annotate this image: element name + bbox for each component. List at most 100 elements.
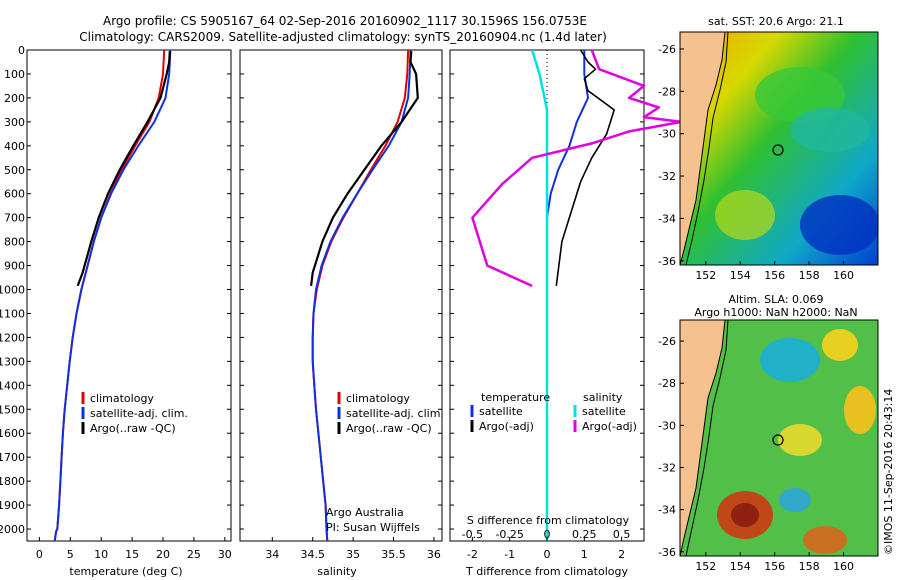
sla-argo-location-marker: [772, 434, 784, 446]
depth-tick-label: 1600: [0, 427, 25, 440]
t-difference-tick-label: 2: [618, 548, 625, 561]
depth-tick-label: 1300: [0, 355, 25, 368]
map-lat-label: -32: [658, 462, 676, 475]
s-difference-tick-label: 0.25: [572, 528, 597, 541]
credit-pi: PI: Susan Wijffels: [326, 521, 420, 534]
sst-argo-location-marker: [772, 144, 784, 156]
t-difference-tick-label: 1: [581, 548, 588, 561]
map-lat-label: -36: [658, 255, 676, 268]
depth-tick-label: 1900: [0, 499, 25, 512]
t-difference-tick-label: -1: [504, 548, 515, 561]
map-lat-label: -28: [658, 377, 676, 390]
legend-argo: Argo(..raw -QC): [346, 422, 432, 435]
depth-tick-label: 300: [4, 116, 25, 129]
map-lat-label: -34: [658, 212, 676, 225]
salinity-tick-label: 35.5: [381, 548, 406, 561]
difference-plot: [471, 49, 683, 541]
map-lat-label: -30: [658, 128, 676, 141]
depth-tick-label: 400: [4, 140, 25, 153]
depth-tick-label: 900: [4, 260, 25, 273]
s-difference-tick-label: 0.5: [613, 528, 631, 541]
map-lon-label: 160: [833, 269, 854, 282]
depth-tick-label: 200: [4, 92, 25, 105]
temperature-tick-label: 15: [125, 548, 139, 561]
series-satellite-adj-clim-: [311, 49, 412, 542]
depth-axis: 0 100 200 300 400 500 600 700 800 900 1000 1100 1200…: [0, 44, 25, 536]
sla-map-frame: [679, 319, 879, 557]
sst-cool-region: [790, 108, 870, 152]
depth-tick-label: 1400: [0, 379, 25, 392]
map-lon-label: 158: [799, 560, 820, 573]
temperature-panel-frame: [26, 49, 232, 542]
sst-map-frame: [679, 31, 879, 266]
sla-high-eddy-south: [803, 526, 847, 554]
sla-bathymetry-line: [685, 320, 729, 556]
series-climatology: [53, 49, 166, 542]
map-lon-label: 152: [695, 269, 716, 282]
depth-tick-label: 1500: [0, 403, 25, 416]
temperature-xlabel: temperature (deg C): [69, 565, 182, 578]
temperature-tick-label: 10: [94, 548, 108, 561]
series-argo-raw-qc-: [310, 51, 419, 287]
sst-map: sat. SST: 20.6 Argo: 21.1 -26 -28 -30 -32 -3…: [658, 15, 879, 282]
map-lat-label: -26: [658, 43, 676, 56]
map-lon-label: 156: [764, 560, 785, 573]
series-temperature-satellite: [546, 50, 589, 541]
depth-tick-label: 600: [4, 188, 25, 201]
salinity-panel-frame: [239, 49, 443, 542]
legend-salinity-title: salinity: [583, 391, 623, 404]
map-lon-label: 156: [764, 269, 785, 282]
temperature-tick-label: 0: [36, 548, 43, 561]
depth-tick-label: 2000: [0, 523, 25, 536]
map-lat-label: -30: [658, 419, 676, 432]
depth-tick-label: 1200: [0, 331, 25, 344]
temperature-legend: climatology satellite-adj. clim. Argo(..…: [81, 392, 188, 435]
sla-low-eddy-south: [779, 488, 811, 512]
map-lat-label: -36: [658, 546, 676, 559]
sst-coastline-land: [680, 32, 726, 265]
legend-argo: Argo(..raw -QC): [90, 422, 176, 435]
x-tick-labels: 0 5 10 15 20 25 30 34 34.5 35 35.5 36-0.5 -0.25 0 0.25…: [36, 528, 631, 561]
difference-legend: temperature salinity satellite Argo(-adj…: [467, 391, 637, 527]
map-lat-label: -34: [658, 504, 676, 517]
legend-satellite: satellite-adj. clim.: [346, 407, 444, 420]
sst-bathymetry-line: [685, 32, 729, 265]
temperature-tick-label: 30: [218, 548, 232, 561]
map-lon-label: 154: [730, 560, 751, 573]
series-satellite-adj-clim-: [53, 49, 172, 542]
t-difference-tick-label: -2: [467, 548, 478, 561]
series-temperature-argo-adj-: [555, 49, 616, 287]
map-lon-label: 154: [730, 269, 751, 282]
s-difference-label: S difference from climatology: [467, 514, 630, 527]
s-difference-tick-label: 0: [544, 528, 551, 541]
sla-low-eddy: [760, 338, 820, 382]
temperature-tick-label: 5: [67, 548, 74, 561]
temperature-tick-label: 20: [156, 548, 170, 561]
imos-timestamp: ©IMOS 11-Sep-2016 20:43:14: [882, 389, 895, 555]
series-climatology: [311, 49, 410, 542]
s-difference-tick-label: -0.25: [495, 528, 523, 541]
legend-sal-satellite: satellite: [582, 405, 626, 418]
series-argo-raw-qc-: [76, 51, 171, 287]
sla-high-eddy: [822, 329, 858, 361]
legend-satellite: satellite-adj. clim.: [90, 407, 188, 420]
salinity-tick-label: 34: [265, 548, 279, 561]
legend-temp-argo: Argo(-adj): [479, 420, 534, 433]
map-lon-label: 160: [833, 560, 854, 573]
header-line-1: Argo profile: CS 5905167_64 02-Sep-2016 …: [103, 14, 587, 28]
sla-map-title-1: Altim. SLA: 0.069: [728, 293, 823, 306]
s-difference-tick-label: -0.5: [462, 528, 483, 541]
depth-tick-label: 800: [4, 236, 25, 249]
legend-climatology: climatology: [90, 392, 154, 405]
depth-tick-label: 1000: [0, 284, 25, 297]
sst-map-ticks: -26 -28 -30 -32 -34 -36 152 154 156 158 160: [658, 43, 854, 282]
sla-strong-high-core: [731, 503, 759, 527]
map-lat-label: -32: [658, 170, 676, 183]
credit-argo-australia: Argo Australia: [326, 506, 404, 519]
map-lat-label: -28: [658, 85, 676, 98]
temperature-tick-label: 25: [187, 548, 201, 561]
salinity-xlabel: salinity: [317, 565, 357, 578]
sla-coastline-land: [680, 320, 726, 556]
sla-map-ticks: -26 -28 -30 -32 -34 -36 152 154 156 158 160: [658, 335, 854, 573]
